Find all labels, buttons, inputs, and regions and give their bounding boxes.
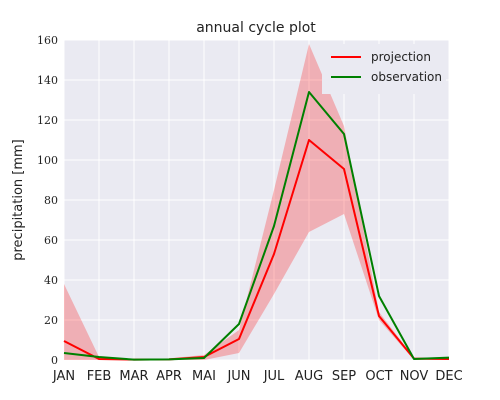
x-tick-label: AUG: [295, 369, 323, 384]
legend-label-observation: observation: [371, 70, 442, 84]
y-tick-label: 140: [37, 74, 58, 87]
x-tick-label: APR: [156, 369, 182, 384]
x-tick-label: SEP: [332, 369, 356, 384]
y-tick-label: 60: [44, 234, 58, 247]
y-tick-label: 160: [37, 34, 58, 47]
x-tick-label: FEB: [87, 369, 112, 384]
y-axis-label: precipitation [mm]: [11, 139, 26, 261]
y-tick-labels: 0 20 40 60 80 100 120 140 160: [37, 34, 58, 367]
grid: [63, 39, 450, 361]
y-tick-label: 100: [37, 154, 58, 167]
x-tick-label: DEC: [435, 369, 462, 384]
x-tick-label: JAN: [52, 369, 75, 384]
legend: projection observation: [322, 44, 446, 94]
y-tick-label: 0: [51, 354, 58, 367]
y-tick-label: 120: [37, 114, 58, 127]
series-lines: [63, 91, 450, 361]
x-tick-label: NOV: [400, 369, 429, 384]
legend-box: [322, 44, 446, 94]
x-tick-label: JUL: [263, 369, 285, 384]
y-tick-label: 80: [44, 194, 58, 207]
x-tick-label: MAI: [192, 369, 216, 384]
x-tick-label: JUN: [226, 369, 250, 384]
y-tick-label: 20: [44, 314, 58, 327]
y-tick-label: 40: [44, 274, 58, 287]
chart-title: annual cycle plot: [196, 20, 316, 36]
series-line-observation: [63, 91, 450, 361]
x-tick-label: OCT: [365, 369, 392, 384]
x-tick-label: MAR: [119, 369, 148, 384]
x-tick-labels: JAN FEB MAR APR MAI JUN JUL AUG SEP OCT NOV DEC: [52, 369, 463, 384]
legend-label-projection: projection: [371, 50, 431, 64]
